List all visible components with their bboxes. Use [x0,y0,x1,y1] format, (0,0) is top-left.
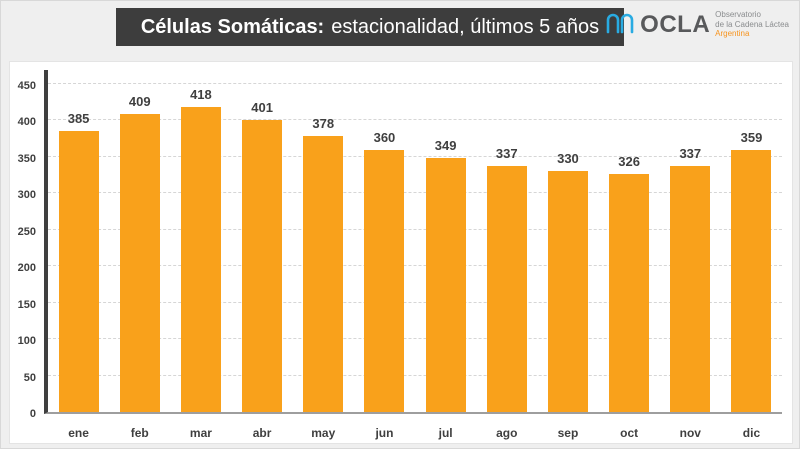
plot-area: 385 409 418 401 378 360 349 337 330 326 337 359 [44,70,782,414]
chart-title-sub: estacionalidad, últimos 5 años [331,15,600,38]
gridline [48,265,782,267]
bar-jul: 349 [425,138,466,412]
y-tick-label: 300 [17,189,36,202]
x-tick-label: abr [252,426,272,440]
bars-layer: 385 409 418 401 378 360 349 337 330 326 337 359 [48,84,782,412]
bar-slot: 409 [109,94,170,412]
logo-text: Observatorio de la Cadena Láctea Argenti… [715,10,789,39]
bar-slot: 326 [599,154,660,412]
bar-oct: 326 [609,154,650,412]
bar-ago: 337 [486,146,527,412]
gridline [48,83,782,84]
x-tick-label: jun [375,426,394,440]
y-tick-label: 0 [29,408,36,420]
bar-mar: 418 [180,87,221,412]
ocla-logo: OCLA Observatorio de la Cadena Láctea Ar… [605,9,789,40]
bar-jun: 360 [364,130,405,412]
x-tick-label: oct [620,426,639,440]
y-tick-label: 100 [17,335,36,348]
bar-slot: 360 [354,130,415,412]
x-tick-label: feb [130,426,149,440]
x-tick-label: may [311,426,336,440]
bar-feb: 409 [119,94,160,412]
y-tick-label: 200 [17,262,36,275]
x-tick-label: ene [68,426,89,440]
bar-may: 378 [303,116,344,412]
bar-slot: 330 [537,151,598,412]
bar-slot: 378 [293,116,354,412]
bar-slot: 349 [415,138,476,412]
bar-slot: 401 [232,100,293,412]
chart-title-bar: Células Somáticas: estacionalidad, últim… [116,8,624,46]
x-axis-labels: ene feb mar abr may jun jul ago sep oct nov dic [44,426,782,440]
gridline [48,301,782,303]
bar-value-label: 418 [190,87,212,103]
bar-slot: 359 [721,130,782,412]
x-tick-label: nov [679,426,701,440]
x-tick-label: mar [189,426,212,440]
gridline [48,228,782,230]
y-axis-labels: 0 50 100 150 200 250 300 350 400 450 [10,70,40,420]
bar-value-label: 326 [618,154,640,170]
y-tick-label: 50 [23,371,36,384]
bar-dic: 359 [731,130,772,412]
bar-value-label: 337 [679,146,702,162]
logo-line-cadena-lactea: de la Cadena Láctea [715,19,789,29]
bar-value-label: 401 [251,99,273,115]
logo-line-argentina: Argentina [715,29,750,39]
x-tick-label: dic [742,426,761,440]
y-tick-label: 400 [17,116,36,129]
logo-acronym: OCLA [640,10,711,38]
bar-value-label: 385 [67,111,90,127]
bar-ene: 385 [58,111,99,412]
chart-panel: 0 50 100 150 200 250 300 350 400 450 385 409 418 401… [9,61,793,444]
x-tick-label: jul [438,426,453,440]
bar-abr: 401 [242,100,283,412]
bar-value-label: 360 [373,129,396,145]
y-tick-label: 450 [17,80,36,92]
bar-value-label: 378 [312,116,335,132]
bar-value-label: 330 [557,151,579,167]
gridline [48,155,782,157]
chart-title-main: Células Somáticas: [140,15,325,38]
x-tick-label: ago [496,426,518,440]
y-tick-label: 250 [17,225,36,238]
y-tick-label: 350 [17,152,36,165]
bar-nov: 337 [670,146,711,412]
gridline [48,119,782,121]
gridline [48,374,782,376]
bar-value-label: 409 [128,93,151,109]
gridline [48,338,782,340]
wave-icon [605,9,635,40]
bar-value-label: 337 [495,146,518,162]
y-tick-label: 150 [17,298,36,311]
bar-slot: 418 [170,87,231,412]
bar-sep: 330 [547,151,588,412]
bar-slot: 385 [48,111,109,412]
gridline [48,192,782,194]
bar-value-label: 359 [740,130,763,146]
x-tick-label: sep [557,426,579,440]
bar-slot: 337 [476,146,537,412]
bar-slot: 337 [660,146,721,412]
bar-value-label: 349 [434,137,457,153]
logo-line-observatorio: Observatorio [715,10,761,20]
